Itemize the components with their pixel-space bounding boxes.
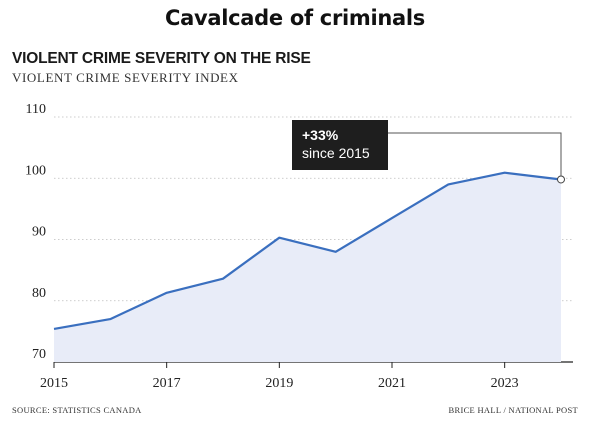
annotation-text: since 2015 [302,145,370,161]
annotation-callout: +33% since 2015 [292,120,388,170]
author-credit: BRICE HALL / NATIONAL POST [448,405,578,415]
area-fill-group [54,172,561,362]
series-line [53,171,562,330]
page-title: Cavalcade of criminals [164,6,426,30]
x-tick-label: 2015 [40,376,68,391]
chart-title: VIOLENT CRIME SEVERITY ON THE RISE [12,50,311,67]
y-tick-label: 110 [26,102,46,117]
axis-group: 70 80 90 100 110 2015 2017 2019 2021 2023 [25,102,519,391]
annotation-group [388,132,565,184]
x-tick-label: 2021 [378,376,406,391]
y-tick-label: 70 [32,347,46,362]
annotation-value: +33% [302,127,339,143]
area-fill [54,172,561,362]
source-credit: SOURCE: STATISTICS CANADA [12,405,142,415]
chart-subtitle: VIOLENT CRIME SEVERITY INDEX [12,70,239,85]
x-tick-label: 2019 [265,376,293,391]
endpoint-marker [557,175,565,184]
x-tick-label: 2017 [153,376,181,391]
annotation-leader-line [388,132,562,176]
series-line-group [53,171,562,330]
y-tick-label: 80 [32,286,46,301]
x-tick-label: 2023 [491,376,519,391]
y-tick-label: 100 [25,163,46,178]
y-tick-label: 90 [32,225,46,240]
